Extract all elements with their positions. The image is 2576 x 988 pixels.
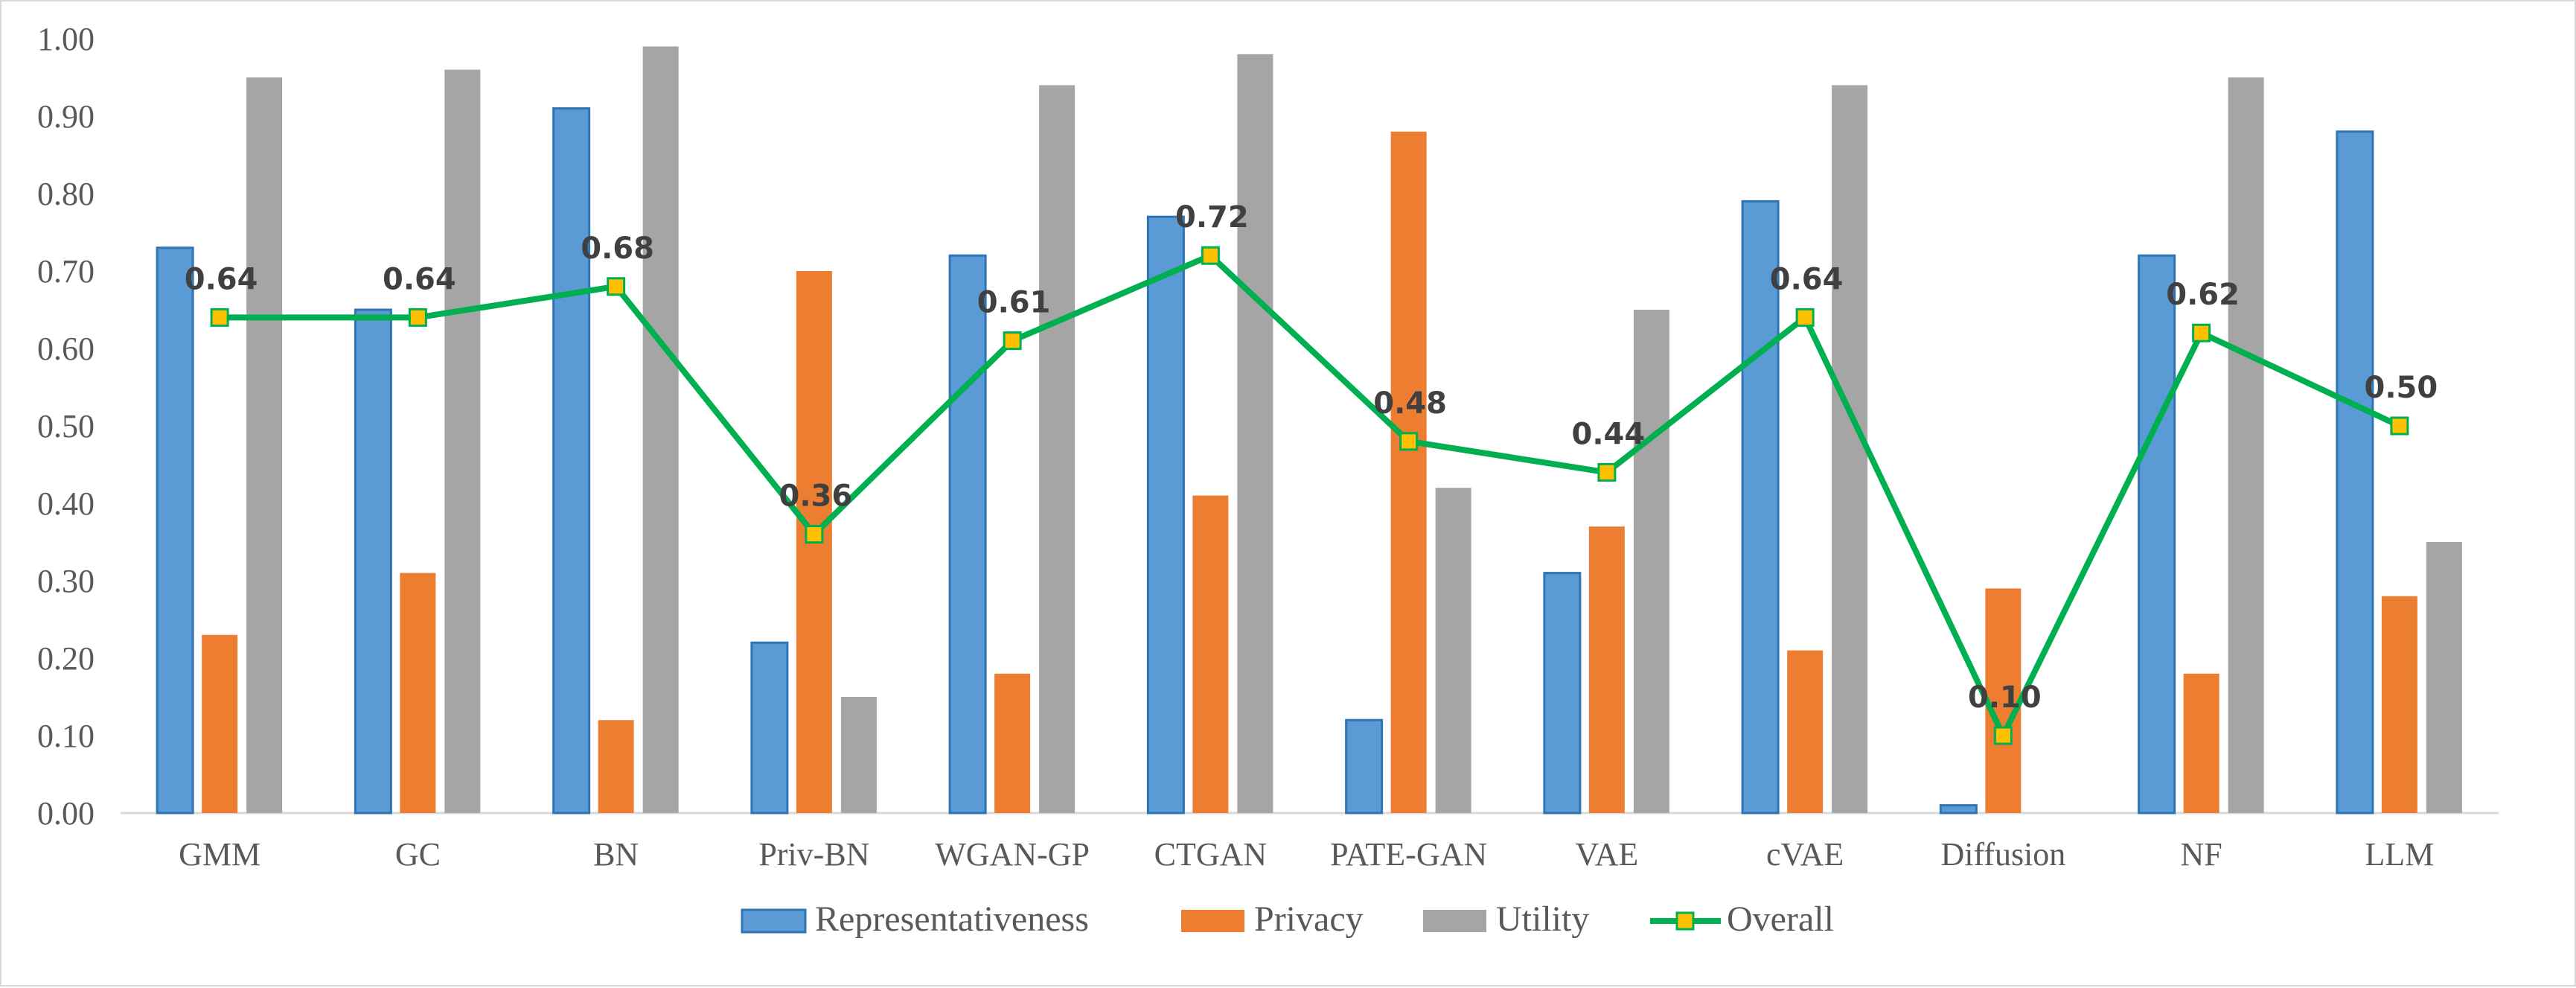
- bar-privacy-vae: [1588, 526, 1625, 813]
- bar-privacy-diffusion: [1985, 588, 2022, 813]
- overall-data-label: 0.44: [1572, 417, 1646, 451]
- y-tick-label: 0.90: [37, 98, 95, 135]
- y-tick-label: 1.00: [37, 21, 95, 57]
- x-category-label: LLM: [2365, 836, 2434, 873]
- bar-representativeness-pate-gan: [1345, 718, 1384, 815]
- overall-marker: [2192, 323, 2211, 342]
- bar-representativeness-diffusion: [1939, 804, 1978, 815]
- overall-marker: [1795, 307, 1815, 327]
- bar-privacy-gmm: [202, 634, 238, 813]
- x-category-label: CTGAN: [1154, 836, 1268, 873]
- y-tick-label: 0.60: [37, 331, 95, 367]
- overall-marker: [1597, 462, 1617, 482]
- y-tick-label: 0.80: [37, 176, 95, 212]
- overall-marker: [1993, 726, 2013, 745]
- overall-marker: [1399, 432, 1419, 451]
- bar-privacy-ctgan: [1192, 495, 1229, 813]
- bar-representativeness-cvae: [1741, 200, 1780, 815]
- x-category-label: NF: [2181, 836, 2222, 873]
- bar-utility-gc: [444, 69, 481, 814]
- y-tick-label: 0.40: [37, 485, 95, 522]
- overall-data-label: 0.72: [1175, 200, 1249, 235]
- overall-data-label: 0.64: [1770, 262, 1844, 296]
- overall-marker: [408, 307, 427, 327]
- overall-marker: [210, 307, 229, 327]
- bar-privacy-cvae: [1787, 650, 1824, 813]
- bar-representativeness-gmm: [156, 246, 194, 815]
- x-category-label: GC: [395, 836, 441, 873]
- bar-utility-llm: [2426, 542, 2462, 813]
- x-category-label: GMM: [179, 836, 261, 873]
- bar-representativeness-gc: [354, 308, 392, 815]
- overall-data-label: 0.62: [2166, 278, 2240, 312]
- x-category-label: PATE-GAN: [1330, 836, 1487, 873]
- y-tick-label: 0.70: [37, 253, 95, 290]
- bar-utility-cvae: [1832, 85, 1868, 813]
- legend-label-privacy: Privacy: [1254, 899, 1364, 939]
- bar-privacy-wgan-gp: [994, 673, 1031, 813]
- legend-label-overall: Overall: [1727, 899, 1834, 939]
- bar-representativeness-ctgan: [1146, 215, 1185, 815]
- bar-representativeness-nf: [2138, 254, 2176, 815]
- y-tick-label: 0.10: [37, 718, 95, 754]
- y-tick-label: 0.50: [37, 408, 95, 444]
- y-tick-label: 0.30: [37, 563, 95, 599]
- x-category-label: BN: [593, 836, 639, 873]
- bar-utility-gmm: [246, 77, 283, 813]
- bar-representativeness-vae: [1543, 572, 1582, 815]
- overall-marker: [1201, 246, 1220, 265]
- bar-utility-priv-bn: [840, 697, 877, 813]
- legend-swatch-representativeness: [741, 908, 807, 934]
- bar-utility-vae: [1633, 310, 1669, 813]
- legend-swatch-privacy: [1181, 910, 1244, 932]
- y-tick-label: 0.00: [37, 795, 95, 832]
- overall-marker: [1003, 331, 1022, 351]
- bar-representativeness-wgan-gp: [948, 254, 987, 815]
- overall-data-label: 0.50: [2365, 371, 2438, 405]
- legend-label-utility: Utility: [1496, 899, 1589, 939]
- bar-privacy-pate-gan: [1390, 131, 1427, 814]
- x-category-label: Priv-BN: [758, 836, 869, 873]
- y-tick-label: 0.20: [37, 640, 95, 677]
- legend-swatch-utility: [1423, 910, 1486, 932]
- bar-privacy-gc: [400, 573, 436, 813]
- overall-line: [220, 252, 2401, 739]
- x-category-label: Diffusion: [1940, 836, 2065, 873]
- legend-marker-overall: [1675, 911, 1695, 931]
- legend-label-representativeness: Representativeness: [815, 899, 1089, 939]
- x-category-label: cVAE: [1766, 836, 1844, 873]
- bar-utility-wgan-gp: [1039, 85, 1076, 813]
- bar-representativeness-priv-bn: [750, 641, 789, 815]
- bar-utility-nf: [2228, 77, 2264, 813]
- overall-marker: [607, 277, 626, 296]
- overall-data-label: 0.64: [383, 262, 456, 296]
- bar-utility-ctgan: [1237, 54, 1273, 814]
- bar-privacy-bn: [598, 720, 634, 813]
- bar-utility-pate-gan: [1435, 488, 1471, 813]
- overall-data-label: 0.10: [1968, 681, 2042, 715]
- bar-representativeness-bn: [552, 107, 591, 815]
- bar-privacy-nf: [2183, 673, 2219, 813]
- bar-representativeness-llm: [2336, 130, 2374, 815]
- x-category-label: WGAN-GP: [935, 836, 1090, 873]
- bar-privacy-llm: [2381, 596, 2417, 813]
- overall-marker: [805, 525, 824, 544]
- overall-data-label: 0.61: [977, 286, 1051, 320]
- x-category-label: VAE: [1575, 836, 1638, 873]
- overall-data-label: 0.68: [581, 232, 654, 266]
- overall-data-label: 0.64: [185, 262, 258, 296]
- bar-utility-bn: [642, 46, 679, 813]
- overall-marker: [2390, 416, 2409, 436]
- overall-data-label: 0.36: [779, 479, 853, 514]
- overall-data-label: 0.48: [1373, 386, 1447, 421]
